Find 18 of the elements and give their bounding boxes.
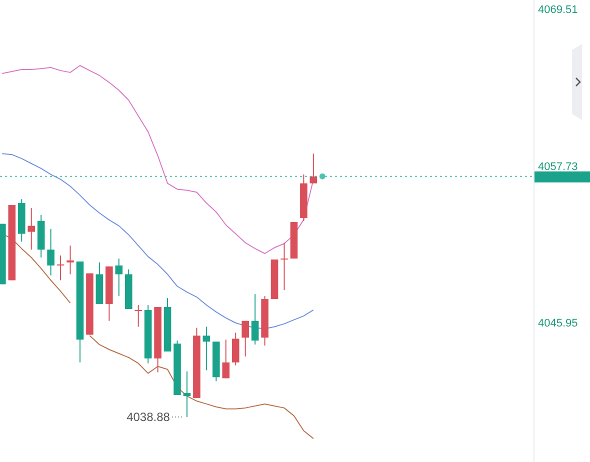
candlestick [115,258,123,297]
candlestick [183,370,191,418]
y-tick-label: 4045.95 [538,318,578,330]
candlestick [47,228,54,276]
candlestick [134,304,142,328]
candlestick [280,242,288,291]
candlestick [66,245,74,275]
candlestick [310,153,318,184]
candlestick [28,208,36,250]
candlestick [232,332,240,366]
candlestick [56,255,64,281]
y-tick-label: 4057.73 [538,160,578,173]
candlestick [202,326,210,371]
candlestick [242,320,249,357]
candlestick [251,294,259,346]
annotation: 4038.88 [126,410,170,424]
y-tick-label: 4069.51 [538,4,578,16]
candlestick [222,339,230,379]
